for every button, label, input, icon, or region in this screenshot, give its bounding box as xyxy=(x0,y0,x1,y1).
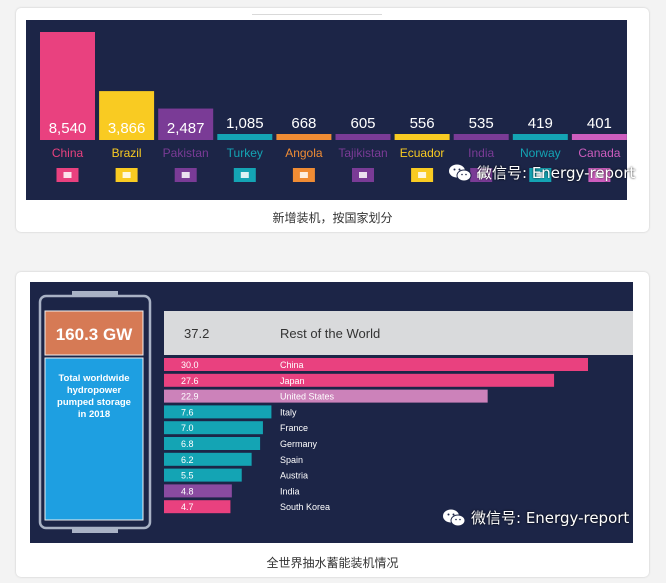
brazil-flag-icon xyxy=(115,168,138,182)
new-capacity-card: 8,540 China 3,866 Brazil 2,487 Pakistan 1,085 T… xyxy=(16,8,649,232)
category-label: Angola xyxy=(285,146,323,160)
value-label: 4.8 xyxy=(181,486,194,496)
category-label: France xyxy=(280,423,308,433)
total-label: Total worldwide hydropower pumped storage i… xyxy=(57,373,131,420)
category-label: Japan xyxy=(280,376,305,386)
wechat-icon xyxy=(449,164,472,181)
bar-spain xyxy=(164,452,252,466)
bar-japan xyxy=(164,373,555,387)
wechat-icon xyxy=(443,509,466,526)
value-label: 30.0 xyxy=(181,360,199,370)
category-label: Brazil xyxy=(112,146,142,160)
value-label: 27.6 xyxy=(181,376,199,386)
category-label: India xyxy=(468,146,494,160)
value-label: 605 xyxy=(350,115,375,132)
battery-base xyxy=(72,527,118,533)
bar-italy xyxy=(164,405,272,419)
category-label: Italy xyxy=(280,407,297,417)
bar-turkey xyxy=(217,134,273,140)
total-value-box xyxy=(44,310,144,356)
tajikistan-flag-icon xyxy=(352,168,374,182)
bar-india xyxy=(164,484,232,498)
value-label: 668 xyxy=(291,115,316,132)
category-label: Norway xyxy=(520,146,561,160)
caption: 全世界抽水蓄能装机情况 xyxy=(266,556,399,570)
value-label: 1,085 xyxy=(226,115,264,132)
value-label: 3,866 xyxy=(108,120,146,137)
bar-united-states xyxy=(164,389,488,403)
value-label: 5.5 xyxy=(181,471,194,481)
category-label: United States xyxy=(280,392,335,402)
category-label: China xyxy=(280,360,304,370)
canada-flag-icon xyxy=(588,168,611,182)
total-label-box xyxy=(44,357,144,521)
caption: 新增装机，按国家划分 xyxy=(272,211,393,225)
bar-rest-of-the-world xyxy=(164,311,650,355)
category-label: Turkey xyxy=(227,146,263,160)
category-label: India xyxy=(280,486,300,496)
value-label: 37.2 xyxy=(184,326,209,341)
category-label: Spain xyxy=(280,455,303,465)
category-label: Rest of the World xyxy=(280,326,380,341)
value-label: 6.2 xyxy=(181,455,194,465)
category-label: Germany xyxy=(280,439,318,449)
watermark: 微信号: Energy-report xyxy=(442,507,629,528)
value-label: 419 xyxy=(528,115,553,132)
watermark: 微信号: Energy-report xyxy=(448,162,635,183)
value-label: 2,487 xyxy=(167,120,205,137)
bar-brazil xyxy=(99,91,155,140)
category-label: China xyxy=(52,146,84,160)
total-value: 160.3 GW xyxy=(56,325,133,344)
pumped-storage-chart: 160.3 GW Total worldwide hydropower pumped… xyxy=(30,282,650,543)
bar-norway xyxy=(512,134,568,140)
value-label: 4.7 xyxy=(181,502,194,512)
bar-france xyxy=(164,421,263,435)
bar-ecuador xyxy=(394,134,450,140)
bar-india xyxy=(453,134,509,140)
value-label: 7.0 xyxy=(181,423,194,433)
value-label: 7.6 xyxy=(181,407,194,417)
value-label: 556 xyxy=(410,115,435,132)
bar-south-korea xyxy=(164,500,231,514)
category-label: Pakistan xyxy=(163,146,209,160)
category-label: South Korea xyxy=(280,502,330,512)
value-label: 8,540 xyxy=(49,120,87,137)
value-label: 22.9 xyxy=(181,392,199,402)
category-label: Ecuador xyxy=(400,146,445,160)
ecuador-flag-icon xyxy=(411,168,434,182)
value-label: 401 xyxy=(587,115,612,132)
category-label: Austria xyxy=(280,471,308,481)
pakistan-flag-icon xyxy=(174,168,197,182)
angola-flag-icon xyxy=(292,168,315,182)
bar-pakistan xyxy=(158,108,214,140)
value-label: 6.8 xyxy=(181,439,194,449)
bar-china xyxy=(164,358,588,371)
category-label: Canada xyxy=(578,146,620,160)
bar-germany xyxy=(164,437,261,450)
bar-tajikistan xyxy=(335,134,391,140)
watermark-text: 微信号: Energy-report xyxy=(471,509,630,527)
india-flag-icon xyxy=(470,168,493,182)
new-capacity-chart: 8,540 China 3,866 Brazil 2,487 Pakistan 1,085 T… xyxy=(26,20,627,200)
bar-austria xyxy=(164,468,242,482)
bar-canada xyxy=(571,134,627,140)
new-capacity-bar-chart: 8,540 China 3,866 Brazil 2,487 Pakistan 1,085 T… xyxy=(40,32,627,182)
watermark-text: 微信号: Energy-report xyxy=(477,164,636,182)
bar-china xyxy=(40,32,95,140)
norway-flag-icon xyxy=(529,168,552,182)
divider xyxy=(252,14,382,15)
category-label: Tajikistan xyxy=(338,146,387,160)
pumped-storage-bar-chart: 160.3 GW Total worldwide hydropower pumped… xyxy=(38,291,650,533)
battery-cap xyxy=(72,291,118,297)
value-label: 535 xyxy=(469,115,494,132)
pumped-storage-card: 160.3 GW Total worldwide hydropower pumped… xyxy=(16,272,650,577)
bar-angola xyxy=(276,134,332,140)
china-flag-icon xyxy=(56,168,79,182)
turkey-flag-icon xyxy=(233,168,256,182)
